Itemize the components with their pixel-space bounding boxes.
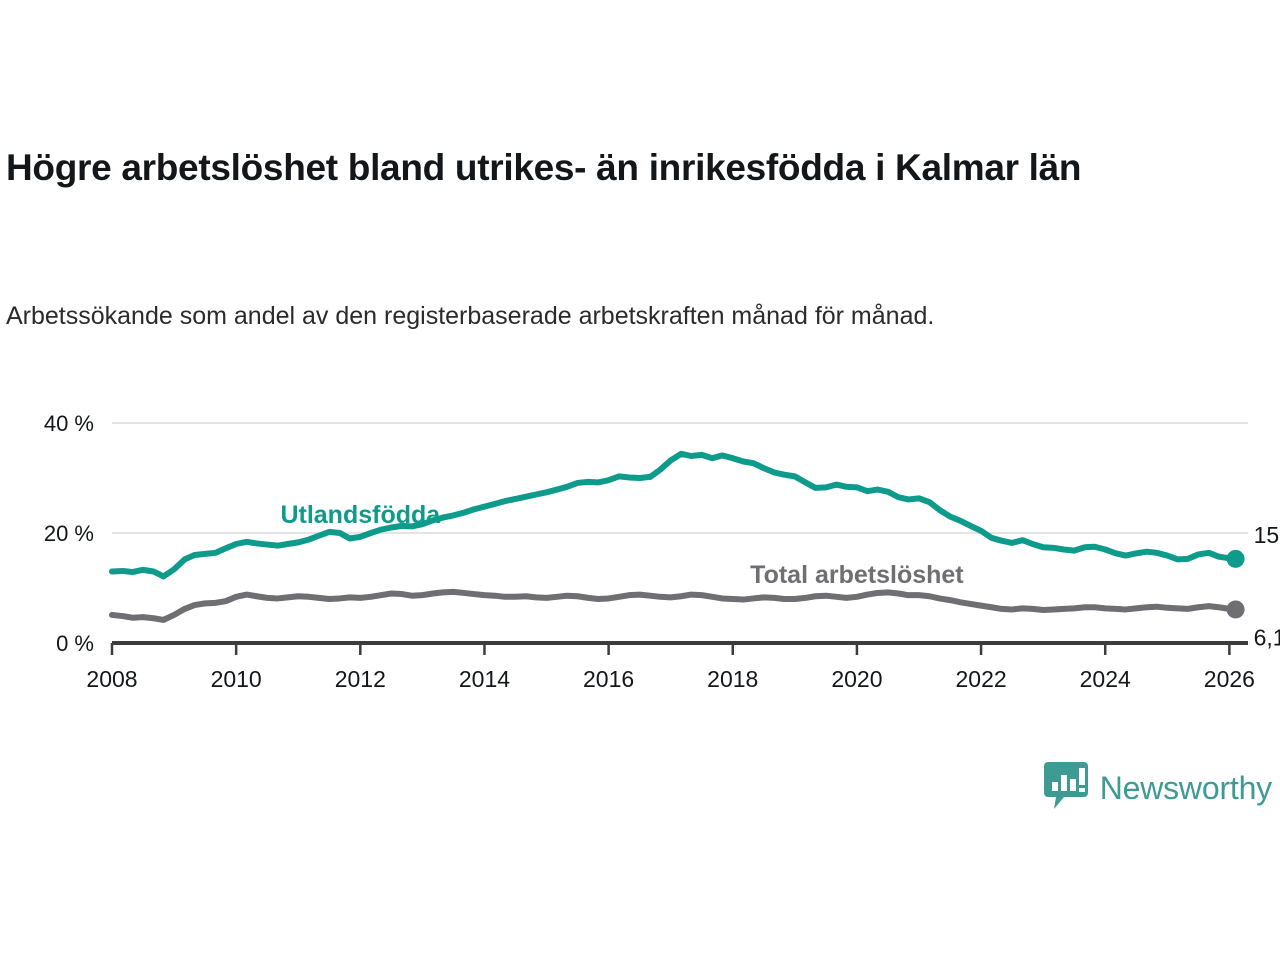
series-label: Total arbetslöshet xyxy=(750,561,964,589)
x-axis-tick-label: 2026 xyxy=(1204,666,1255,692)
series-end-value-labels: 15,3 % 6,1 % xyxy=(1254,522,1280,651)
series-end-value-label: 15,3 % xyxy=(1254,522,1280,548)
x-axis-tick-label: 2008 xyxy=(86,666,137,692)
series-line xyxy=(109,588,1239,623)
newsworthy-bar-chart-badge-icon xyxy=(1043,760,1088,815)
y-axis-tick-label: 40 % xyxy=(44,411,94,436)
page-subtitle: Arbetssökande som andel av den registerb… xyxy=(6,302,935,330)
x-axis-tick-label: 2012 xyxy=(335,666,386,692)
x-axis-tick-label: 2022 xyxy=(955,666,1006,692)
chart-container: 0 % 20 % 40 % 2008 2010 2012 2014 2016 2018 2020… xyxy=(0,395,1280,705)
x-axis-tick-label: 2014 xyxy=(459,666,510,692)
series-endpoint xyxy=(1226,600,1245,619)
series-inline-labels: Utlandsfödda Total arbetslöshet xyxy=(280,501,964,589)
line-chart: 0 % 20 % 40 % 2008 2010 2012 2014 2016 2018 2020… xyxy=(44,411,1280,692)
y-axis-tick-label: 20 % xyxy=(44,521,94,546)
x-axis-tick-label: 2020 xyxy=(831,666,882,692)
series-endpoint-markers xyxy=(1226,549,1245,619)
y-axis-tick-label: 0 % xyxy=(56,631,94,656)
newsworthy-brand[interactable]: Newsworthy xyxy=(1043,760,1272,815)
footer: Newsworthy xyxy=(0,760,1280,830)
series-end-value-label: 6,1 % xyxy=(1254,624,1280,650)
series-line xyxy=(109,450,1239,580)
x-axis-tick-label: 2018 xyxy=(707,666,758,692)
series-lines xyxy=(109,450,1239,623)
series-endpoint xyxy=(1226,549,1245,568)
x-axis-labels: 2008 2010 2012 2014 2016 2018 2020 2022 2024 2026 xyxy=(86,666,1255,692)
x-axis-tick-label: 2016 xyxy=(583,666,634,692)
x-axis-ticks xyxy=(110,643,1231,655)
x-axis-tick-label: 2024 xyxy=(1080,666,1131,692)
brand-name: Newsworthy xyxy=(1099,769,1272,806)
series-label: Utlandsfödda xyxy=(280,501,441,529)
gridlines xyxy=(112,422,1248,534)
page-title: Högre arbetslöshet bland utrikes- än inr… xyxy=(6,147,1082,188)
x-axis-tick-label: 2010 xyxy=(211,666,262,692)
y-axis-labels: 0 % 20 % 40 % xyxy=(44,411,94,656)
